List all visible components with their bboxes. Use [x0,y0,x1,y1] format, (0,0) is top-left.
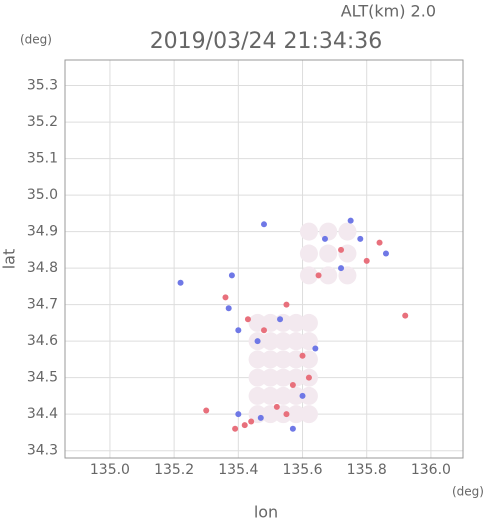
y-tick-label: 34.3 [27,443,58,459]
point [299,386,318,405]
point [248,313,267,332]
point [273,403,280,410]
point [261,405,280,424]
x-tick-label: 135.2 [154,462,194,478]
point [299,405,318,424]
point [177,279,184,286]
x-unit: (deg) [452,485,484,499]
point [257,414,264,421]
point [319,222,338,241]
y-tick-label: 34.8 [27,260,58,276]
y-tick-label: 34.5 [27,370,58,386]
chart-title: 2019/03/24 21:34:36 [150,29,383,54]
point [235,327,242,334]
y-tick-label: 35.2 [27,114,58,130]
point [203,407,210,414]
point [274,350,293,369]
point [299,313,318,332]
point [283,411,290,418]
point [248,350,267,369]
point [357,235,364,242]
x-tick-label: 135.6 [282,462,322,478]
x-axis-label: lon [254,503,278,521]
y-tick-label: 34.6 [27,333,58,349]
x-tick-label: 135.8 [347,462,387,478]
x-tick-label: 135.0 [90,462,130,478]
point [382,250,389,257]
point [274,332,293,351]
point [319,244,338,263]
point [244,316,251,323]
y-unit: (deg) [20,33,52,47]
point [261,350,280,369]
point [338,246,345,253]
point [299,352,306,359]
y-tick-label: 35.0 [27,187,58,203]
point [305,374,312,381]
point [376,239,383,246]
point [235,411,242,418]
point [225,305,232,312]
x-tick-label: 135.4 [218,462,258,478]
point [289,425,296,432]
point [287,332,306,351]
plot-frame [64,59,464,459]
point [287,386,306,405]
point [299,392,306,399]
point [277,316,284,323]
point [299,332,318,351]
point [261,332,280,351]
y-tick-label: 34.7 [27,297,58,313]
point [232,425,239,432]
point [289,381,296,388]
point [241,422,248,429]
point [347,217,354,224]
point [299,266,318,285]
annotation: ALT(km) 2.0 [341,2,436,21]
y-tick-label: 35.1 [27,151,58,167]
point [274,386,293,405]
point [254,338,261,345]
point [248,368,267,387]
point [248,418,255,425]
point [338,265,345,272]
point [261,386,280,405]
point [287,405,306,424]
point [363,257,370,264]
y-tick-label: 34.4 [27,406,58,422]
point [274,368,293,387]
point [274,405,293,424]
x-tick-label: 136.0 [411,462,451,478]
point [228,272,235,279]
y-tick-label: 34.9 [27,224,58,240]
point [312,345,319,352]
point [338,222,357,241]
point [319,266,338,285]
point [261,327,267,334]
point [261,368,280,387]
y-axis-label: lat [0,249,19,270]
point [261,313,280,332]
point [321,235,328,242]
point [402,312,409,319]
y-tick-label: 35.3 [27,78,58,94]
point [248,386,267,405]
point [287,368,306,387]
point [283,301,290,308]
point [299,222,318,241]
point [287,313,306,332]
point [338,266,357,285]
point [315,272,322,279]
point [222,294,229,301]
point [299,244,318,263]
point [261,221,267,228]
